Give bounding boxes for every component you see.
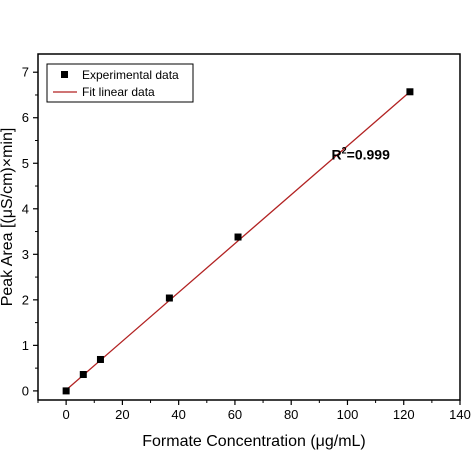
data-point [79, 371, 87, 379]
x-tick-label: 20 [115, 407, 129, 422]
y-tick-label: 3 [22, 247, 29, 262]
r-squared-annotation: R2=0.999 [332, 146, 391, 163]
r-squared-value: =0.999 [347, 147, 390, 163]
legend-marker-experimental [61, 71, 68, 78]
data-point [165, 294, 173, 302]
x-tick-label: 120 [393, 407, 415, 422]
data-point [96, 355, 104, 363]
x-tick-label: 40 [171, 407, 185, 422]
y-tick-label: 1 [22, 338, 29, 353]
data-point [406, 88, 414, 96]
tick-labels: 0 20 40 60 80 100 120 140 0 1 2 3 4 5 6 7 [22, 65, 471, 422]
y-axis-title: Peak Area [(μS/cm)×min] [0, 128, 16, 307]
y-tick-label: 7 [22, 65, 29, 80]
x-tick-label: 80 [284, 407, 298, 422]
legend: Experimental data Fit linear data [46, 63, 194, 103]
x-tick-label: 60 [228, 407, 242, 422]
legend-label-fit: Fit linear data [82, 85, 155, 99]
r-squared-superscript: 2 [342, 146, 347, 156]
plot-frame [37, 53, 461, 401]
y-tick-label: 4 [22, 201, 29, 216]
r-squared-r: R [332, 147, 342, 163]
x-tick-label: 140 [449, 407, 471, 422]
y-tick-label: 6 [22, 110, 29, 125]
data-point [62, 387, 70, 395]
data-point [234, 233, 242, 241]
y-tick-label: 5 [22, 156, 29, 171]
fit-line [65, 91, 411, 391]
legend-box [46, 63, 194, 103]
axes [37, 53, 461, 401]
tick-marks [33, 71, 461, 405]
x-tick-label: 100 [337, 407, 359, 422]
data-series [62, 88, 414, 395]
legend-label-experimental: Experimental data [82, 68, 179, 82]
x-axis-title: Formate Concentration (μg/mL) [142, 433, 366, 450]
y-tick-label: 0 [22, 383, 29, 398]
x-tick-label: 0 [63, 407, 70, 422]
y-tick-label: 2 [22, 292, 29, 307]
